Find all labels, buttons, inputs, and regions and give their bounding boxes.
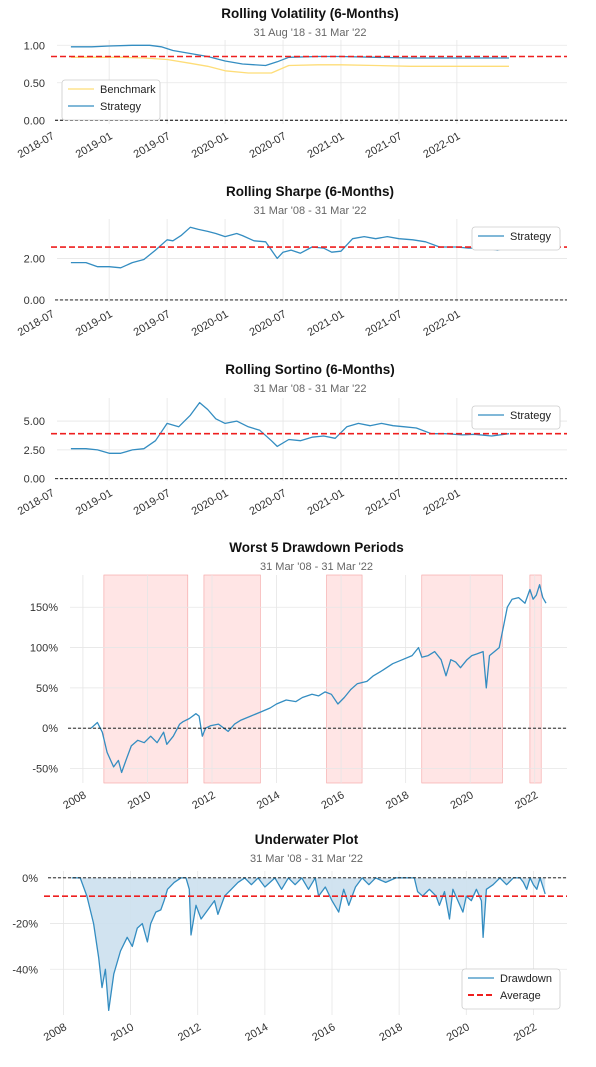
x-tick-label: 2021-07 [363,130,404,161]
legend: Benchmark Strategy [61,79,161,121]
y-tick-label: 1.00 [24,40,45,52]
x-tick-label: 2022-01 [421,130,462,161]
drawdown-period-shade [103,574,189,784]
y-tick-label: 5.00 [24,416,45,428]
y-tick-label: -20% [12,919,38,931]
chart-subtitle: 31 Aug '18 - 31 Mar '22 [253,27,366,39]
y-tick-label: 2.50 [24,445,45,457]
chart-subtitle: 31 Mar '08 - 31 Mar '22 [250,853,363,865]
y-tick-label: -50% [32,763,58,775]
series-line-strategy [70,226,510,269]
x-tick-label: 2019-07 [132,308,173,339]
x-tick-label: 2012 [176,1021,203,1044]
x-tick-label: 2021-07 [363,487,404,518]
x-tick-label: 2018-07 [16,487,57,518]
legend-label: Benchmark [100,84,156,96]
x-tick-label: 2019-07 [132,130,173,161]
legend-box [471,226,561,251]
legend-label: Drawdown [500,973,552,985]
x-tick-label: 2021-07 [363,308,404,339]
x-tick-label: 2014 [243,1021,270,1044]
x-tick-label: 2020-01 [190,308,231,339]
x-tick-label: 2021-01 [306,308,347,339]
x-tick-label: 2019-01 [74,130,115,161]
legend-label: Strategy [100,101,141,113]
x-tick-label: 2021-01 [306,487,347,518]
series-line-cumulative-returns [90,584,547,774]
y-tick-label: 0.00 [24,474,45,486]
legend-label: Strategy [510,231,551,243]
y-tick-label: 0% [22,873,38,885]
x-tick-label: 2016 [319,789,346,812]
x-tick-label: 2019-07 [132,487,173,518]
x-tick-label: 2020-07 [248,308,289,339]
chart-subtitle: 31 Mar '08 - 31 Mar '22 [253,383,366,395]
chart-title: Worst 5 Drawdown Periods [229,540,404,555]
x-tick-label: 2020 [445,1021,472,1044]
x-tick-label: 2020-07 [248,487,289,518]
legend: Strategy [471,405,561,430]
chart-title: Rolling Volatility (6-Months) [221,6,398,21]
x-tick-label: 2016 [310,1021,337,1044]
legend-box [61,79,161,121]
x-tick-label: 2018-07 [16,308,57,339]
x-tick-label: 2022 [513,789,540,812]
chart-5: Underwater Plot 31 Mar '08 - 31 Mar '22 -4… [12,832,567,1044]
chart-4: Worst 5 Drawdown Periods 31 Mar '08 - 31 … [30,540,567,812]
x-tick-label: 2021-01 [306,130,347,161]
y-tick-label: 150% [30,602,58,614]
legend-box [461,968,561,1010]
y-tick-label: 0% [42,723,58,735]
chart-subtitle: 31 Mar '08 - 31 Mar '22 [260,561,373,573]
legend-label: Strategy [510,410,551,422]
chart-2: Rolling Sharpe (6-Months) 31 Mar '08 - 31… [16,184,567,339]
chart-subtitle: 31 Mar '08 - 31 Mar '22 [253,205,366,217]
y-tick-label: 2.00 [24,253,45,265]
x-tick-label: 2018 [377,1021,404,1044]
series-line-strategy [70,401,510,454]
legend-label: Average [500,990,541,1002]
y-tick-label: 100% [30,643,58,655]
drawdown-period-shade [203,574,261,784]
drawdown-period-shade [421,574,503,784]
chart-1: Rolling Volatility (6-Months) 31 Aug '18 … [16,6,567,161]
x-tick-label: 2020 [448,789,475,812]
series-line-drawdown [71,877,546,1012]
x-tick-label: 2018 [384,789,411,812]
x-tick-label: 2019-01 [74,308,115,339]
legend: Drawdown Average [461,968,561,1010]
drawdown-period-shade [326,574,363,784]
x-tick-label: 2008 [61,789,88,812]
x-tick-label: 2022 [512,1021,539,1044]
x-tick-label: 2022-01 [421,487,462,518]
chart-3: Rolling Sortino (6-Months) 31 Mar '08 - 3… [16,362,567,518]
x-tick-label: 2020-01 [190,487,231,518]
x-tick-label: 2022-01 [421,308,462,339]
x-tick-label: 2020-01 [190,130,231,161]
legend-box [471,405,561,430]
x-tick-label: 2014 [255,789,282,812]
series-line-benchmark [70,56,509,74]
chart-title: Rolling Sortino (6-Months) [225,362,394,377]
y-tick-label: 0.00 [24,295,45,307]
x-tick-label: 2020-07 [248,130,289,161]
x-tick-label: 2018-07 [16,130,57,161]
drawdown-period-shade [529,574,542,784]
y-tick-label: -40% [12,964,38,976]
y-tick-label: 0.00 [24,115,45,127]
y-tick-label: 50% [36,683,58,695]
series-line-strategy [70,44,509,67]
x-tick-label: 2010 [126,789,153,812]
x-tick-label: 2008 [42,1021,69,1044]
x-tick-label: 2019-01 [74,487,115,518]
x-tick-label: 2010 [109,1021,136,1044]
chart-title: Rolling Sharpe (6-Months) [226,184,394,199]
x-tick-label: 2012 [190,789,217,812]
chart-title: Underwater Plot [255,832,359,847]
y-tick-label: 0.50 [24,78,45,90]
legend: Strategy [471,226,561,251]
